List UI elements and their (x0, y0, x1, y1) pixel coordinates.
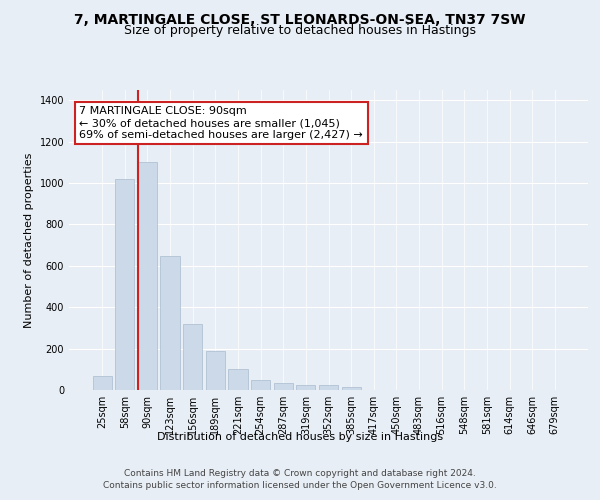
Bar (251, 380, 270, 390)
Bar (229, 370, 248, 390)
Bar (341, 387, 361, 390)
Text: 7, MARTINGALE CLOSE, ST LEONARDS-ON-SEA, TN37 7SW: 7, MARTINGALE CLOSE, ST LEONARDS-ON-SEA,… (74, 12, 526, 26)
Text: Distribution of detached houses by size in Hastings: Distribution of detached houses by size … (157, 432, 443, 442)
Bar (274, 383, 293, 390)
Text: Contains HM Land Registry data © Crown copyright and database right 2024.
Contai: Contains HM Land Registry data © Crown c… (103, 468, 497, 490)
Bar (183, 324, 202, 390)
Bar (115, 179, 134, 390)
Bar (160, 256, 180, 390)
Text: 7 MARTINGALE CLOSE: 90sqm
← 30% of detached houses are smaller (1,045)
69% of se: 7 MARTINGALE CLOSE: 90sqm ← 30% of detac… (79, 106, 363, 140)
Bar (319, 385, 338, 390)
Bar (92, 376, 112, 390)
Bar (138, 162, 157, 390)
Bar (296, 385, 316, 390)
Y-axis label: Number of detached properties: Number of detached properties (24, 152, 34, 328)
Bar (206, 350, 225, 390)
Text: Size of property relative to detached houses in Hastings: Size of property relative to detached ho… (124, 24, 476, 37)
